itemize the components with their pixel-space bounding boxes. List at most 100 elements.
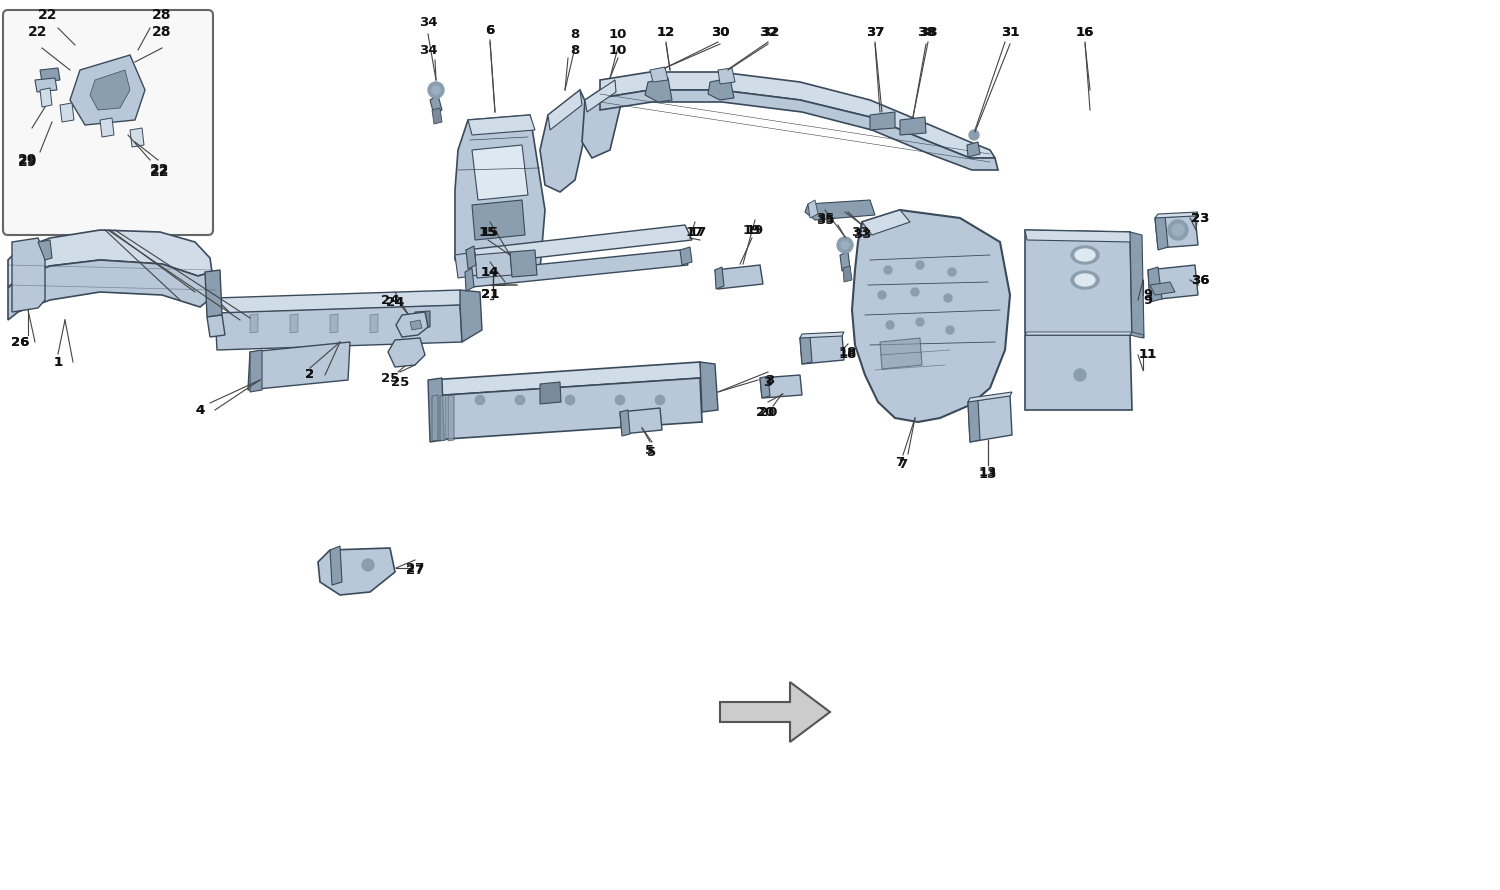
Text: 31: 31 (1000, 26, 1018, 38)
Text: 38: 38 (916, 26, 934, 38)
Text: 22: 22 (28, 25, 48, 39)
Polygon shape (427, 378, 444, 442)
Text: 24: 24 (381, 294, 399, 306)
Polygon shape (330, 314, 338, 333)
Text: 25: 25 (381, 371, 399, 384)
Polygon shape (290, 314, 298, 333)
Ellipse shape (1071, 246, 1100, 264)
Polygon shape (760, 375, 802, 398)
Text: 28: 28 (153, 25, 173, 39)
Polygon shape (840, 252, 850, 271)
Text: 11: 11 (1138, 349, 1156, 361)
Polygon shape (968, 392, 1012, 402)
Text: 15: 15 (478, 225, 496, 239)
Text: 4: 4 (195, 403, 204, 417)
Polygon shape (718, 68, 735, 84)
Circle shape (884, 266, 892, 274)
Polygon shape (207, 315, 225, 337)
Polygon shape (600, 72, 994, 158)
Text: 26: 26 (10, 336, 28, 349)
Text: 7: 7 (898, 458, 908, 472)
Polygon shape (430, 362, 702, 396)
Circle shape (916, 261, 924, 269)
Polygon shape (388, 338, 424, 367)
Polygon shape (680, 247, 692, 265)
Text: 23: 23 (1191, 212, 1209, 224)
Polygon shape (8, 260, 214, 320)
Polygon shape (1150, 282, 1174, 295)
Polygon shape (460, 290, 482, 342)
Text: 25: 25 (392, 376, 410, 389)
Text: 14: 14 (482, 265, 500, 279)
Text: 21: 21 (482, 288, 500, 302)
Ellipse shape (1076, 249, 1095, 261)
Text: 8: 8 (570, 44, 579, 56)
Circle shape (886, 321, 894, 329)
Polygon shape (716, 267, 724, 289)
Text: 35: 35 (816, 212, 834, 224)
Polygon shape (720, 682, 830, 742)
Text: 17: 17 (688, 225, 706, 239)
Text: 16: 16 (1076, 26, 1094, 38)
Text: 8: 8 (570, 28, 579, 42)
Text: 7: 7 (896, 456, 904, 468)
Circle shape (1074, 369, 1086, 381)
Text: 12: 12 (657, 26, 675, 38)
Polygon shape (1024, 230, 1132, 242)
Circle shape (946, 326, 954, 334)
Circle shape (476, 395, 484, 405)
Text: 14: 14 (482, 265, 500, 279)
Polygon shape (8, 230, 211, 288)
Text: 22: 22 (150, 163, 170, 177)
Polygon shape (214, 290, 470, 313)
Text: 6: 6 (486, 23, 495, 36)
Polygon shape (968, 400, 980, 442)
Text: 17: 17 (686, 225, 703, 239)
Polygon shape (800, 334, 844, 364)
Polygon shape (1130, 232, 1144, 338)
Ellipse shape (1076, 274, 1095, 286)
Text: 20: 20 (759, 406, 777, 418)
Text: 35: 35 (816, 214, 834, 226)
Circle shape (910, 288, 920, 296)
Polygon shape (466, 246, 476, 269)
Polygon shape (454, 115, 544, 280)
Text: 22: 22 (150, 165, 170, 179)
Polygon shape (968, 142, 980, 157)
Polygon shape (800, 332, 844, 338)
Text: 37: 37 (865, 26, 883, 38)
Polygon shape (645, 78, 672, 102)
Text: 27: 27 (406, 563, 424, 577)
Circle shape (916, 318, 924, 326)
Polygon shape (620, 408, 662, 434)
Text: 16: 16 (1076, 26, 1094, 38)
Text: 37: 37 (865, 26, 883, 38)
Text: 3: 3 (764, 376, 772, 389)
Polygon shape (708, 78, 734, 100)
Text: 2: 2 (306, 368, 315, 382)
Polygon shape (760, 376, 770, 398)
Text: 34: 34 (419, 44, 438, 56)
Polygon shape (1155, 215, 1168, 250)
Text: 3: 3 (765, 374, 774, 386)
Polygon shape (1130, 332, 1144, 338)
Text: 34: 34 (419, 15, 438, 28)
Polygon shape (12, 238, 45, 312)
Text: 6: 6 (486, 23, 495, 36)
Text: 18: 18 (839, 347, 856, 360)
Circle shape (656, 395, 664, 405)
Polygon shape (410, 314, 419, 333)
Polygon shape (716, 265, 764, 289)
Polygon shape (843, 266, 852, 282)
Polygon shape (1155, 212, 1198, 218)
Polygon shape (540, 90, 590, 192)
Text: 5: 5 (645, 443, 654, 457)
Polygon shape (100, 118, 114, 137)
Polygon shape (465, 268, 474, 291)
Polygon shape (432, 108, 442, 124)
Circle shape (944, 294, 952, 302)
Text: 9: 9 (1143, 288, 1152, 302)
Polygon shape (472, 145, 528, 200)
Polygon shape (800, 336, 812, 364)
Text: 10: 10 (609, 44, 627, 56)
